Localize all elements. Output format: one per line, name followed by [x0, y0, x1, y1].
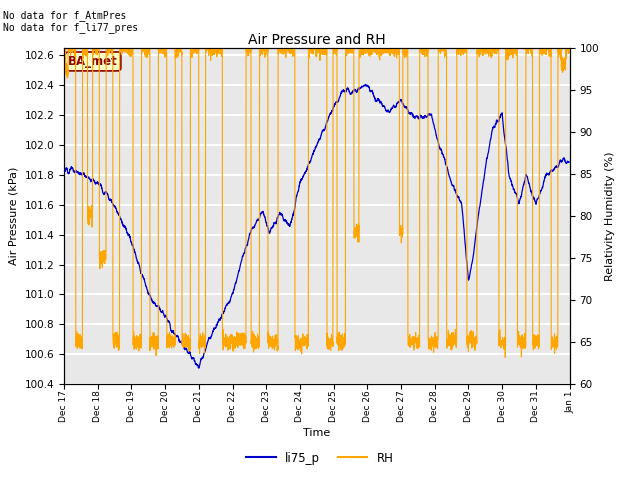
Y-axis label: Relativity Humidity (%): Relativity Humidity (%) [605, 151, 614, 281]
Y-axis label: Air Pressure (kPa): Air Pressure (kPa) [9, 167, 19, 265]
Title: Air Pressure and RH: Air Pressure and RH [248, 33, 386, 47]
X-axis label: Time: Time [303, 428, 330, 438]
Text: BA_met: BA_met [68, 55, 118, 68]
Text: No data for f_AtmPres
No data for f_li77_pres: No data for f_AtmPres No data for f_li77… [3, 10, 138, 33]
Legend: li75_p, RH: li75_p, RH [241, 447, 399, 469]
